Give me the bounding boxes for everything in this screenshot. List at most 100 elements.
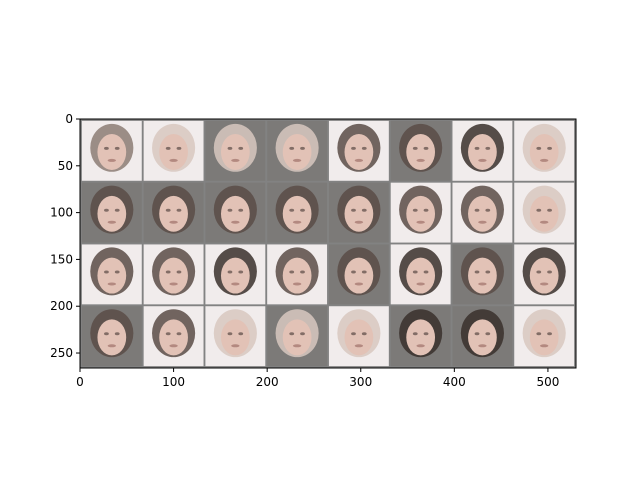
eye-shape [227,146,233,150]
image-tile [514,244,575,305]
mouth-shape [107,158,117,162]
mouth-shape [231,220,240,224]
eye-shape [165,270,171,274]
mouth-shape [478,344,487,348]
face-shape [529,319,559,356]
image-tile [81,306,142,367]
face-shape [159,257,188,294]
image-tile [452,306,513,367]
eye-shape [300,208,305,212]
face-shape [344,195,374,232]
mouth-shape [354,344,364,348]
face-shape [282,195,312,232]
mouth-shape [107,344,117,348]
face-shape [220,319,250,356]
mouth-shape [539,220,549,224]
eye-shape [176,332,182,336]
eye-shape [289,208,295,212]
eye-shape [176,208,182,212]
image-tile [390,120,451,181]
eye-shape [547,146,552,150]
mouth-shape [292,220,302,224]
image-tile [514,306,575,367]
face-shape [344,319,374,356]
image-tile [514,120,575,181]
image-tile [143,244,204,305]
eye-shape [351,208,356,212]
eye-shape [238,332,244,336]
mouth-shape [107,220,117,224]
face-shape [529,257,559,294]
eye-shape [423,332,429,336]
image-tile [143,182,204,243]
face-shape [344,134,374,170]
x-tick-label: 0 [76,375,84,389]
face-shape [159,134,188,170]
eye-shape [114,146,120,150]
eye-shape [485,332,491,336]
mouth-shape [478,282,487,286]
eye-shape [423,270,429,274]
eye-shape [300,332,305,336]
eye-shape [536,146,542,150]
image-tile [452,182,513,243]
eye-shape [423,208,429,212]
face-shape [220,257,250,294]
face-shape [529,134,559,170]
eye-shape [536,332,542,336]
eye-shape [412,332,418,336]
mouth-shape [231,158,240,162]
plot-area: 0 100 200 300 400 500 0 50 100 150 200 250 [50,112,577,389]
x-tick-label: 200 [256,375,279,389]
eye-shape [300,270,305,274]
mouth-shape [354,220,364,224]
eye-shape [474,146,480,150]
x-tick-label: 100 [162,375,185,389]
face-shape [282,134,312,170]
image-tile [205,120,266,181]
eye-shape [361,332,367,336]
image-tile [267,244,328,305]
image-tile [328,306,389,367]
image-tile [390,306,451,367]
eye-shape [227,208,233,212]
eye-shape [361,270,367,274]
eye-shape [485,146,491,150]
y-tick-label: 50 [58,159,73,173]
y-tick-label: 150 [50,252,73,266]
face-shape [220,195,250,232]
eye-shape [474,208,480,212]
eye-shape [412,270,418,274]
face-shape [159,319,188,356]
face-shape [97,319,127,356]
image-tile [81,182,142,243]
image-tile [81,120,142,181]
eye-shape [114,208,120,212]
eye-shape [114,270,120,274]
eye-shape [547,208,552,212]
eye-shape [412,208,418,212]
eye-shape [238,146,244,150]
y-tick-label: 100 [50,206,73,220]
eye-shape [165,332,171,336]
image-tile [452,244,513,305]
image-tile [143,120,204,181]
mouth-shape [292,158,302,162]
eye-shape [412,146,418,150]
face-shape [97,195,127,232]
eye-shape [238,270,244,274]
y-tick-label: 250 [50,346,73,360]
face-shape [406,195,436,232]
eye-shape [238,208,244,212]
image-tile [390,182,451,243]
eye-shape [474,332,480,336]
eye-shape [165,208,171,212]
eye-shape [536,208,542,212]
eye-shape [423,146,429,150]
image-tile [205,244,266,305]
mouth-shape [539,344,549,348]
eye-shape [176,146,182,150]
eye-shape [104,146,109,150]
eye-shape [485,270,491,274]
image-tile [267,306,328,367]
